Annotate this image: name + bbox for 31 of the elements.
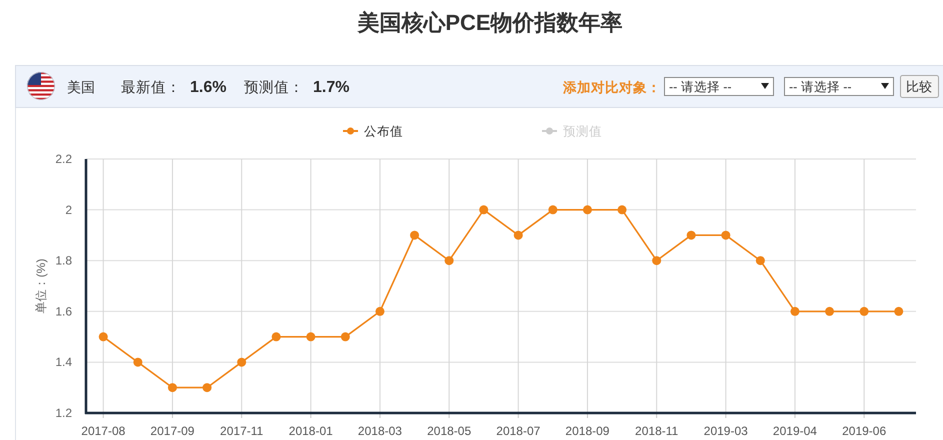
x-tick-label: 2018-01 bbox=[288, 424, 333, 438]
select: -- 请选择 -- bbox=[784, 77, 894, 96]
x-tick-label: 2017-09 bbox=[150, 424, 194, 438]
x-tick-label: 2018-05 bbox=[427, 424, 472, 438]
y-tick-label: 1.2 bbox=[55, 406, 72, 420]
y-tick-label: 1.4 bbox=[55, 355, 72, 370]
header-text: 最新值： bbox=[121, 80, 181, 96]
title: 美国核心PCE物价指数年率 bbox=[357, 10, 623, 35]
y-tick-label: 2.2 bbox=[55, 152, 72, 166]
legend-label: 公布值 bbox=[364, 124, 403, 138]
x-tick-label: 2017-08 bbox=[81, 424, 126, 438]
x-tick-label: 2018-09 bbox=[565, 424, 610, 438]
header-text: 1.7% bbox=[313, 79, 350, 96]
y-tick-label: 2 bbox=[65, 202, 72, 217]
x-tick-label: 2019-04 bbox=[772, 424, 817, 438]
x-tick-label: 2018-03 bbox=[358, 424, 402, 438]
x-tick-label: 2018-07 bbox=[496, 424, 540, 438]
y-axis-title: 单位：(%) bbox=[34, 258, 48, 314]
y-tick-label: 1.6 bbox=[55, 304, 72, 318]
x-tick-label: 2019-06 bbox=[842, 424, 886, 438]
button: 比较 bbox=[900, 75, 939, 98]
header-text: 1.6% bbox=[190, 79, 226, 96]
x-tick-label: 2018-11 bbox=[635, 424, 678, 438]
x-tick-label: 2017-11 bbox=[220, 424, 264, 438]
header-text: 美国 bbox=[67, 79, 95, 95]
header-text: 预测值： bbox=[244, 80, 304, 96]
y-tick-label: 1.8 bbox=[55, 254, 72, 268]
select: -- 请选择 -- bbox=[664, 77, 774, 96]
legend-item: 公布值 bbox=[343, 124, 403, 138]
x-tick-label: 2019-03 bbox=[704, 424, 748, 438]
header-text: 添加对比对象： bbox=[563, 80, 661, 95]
